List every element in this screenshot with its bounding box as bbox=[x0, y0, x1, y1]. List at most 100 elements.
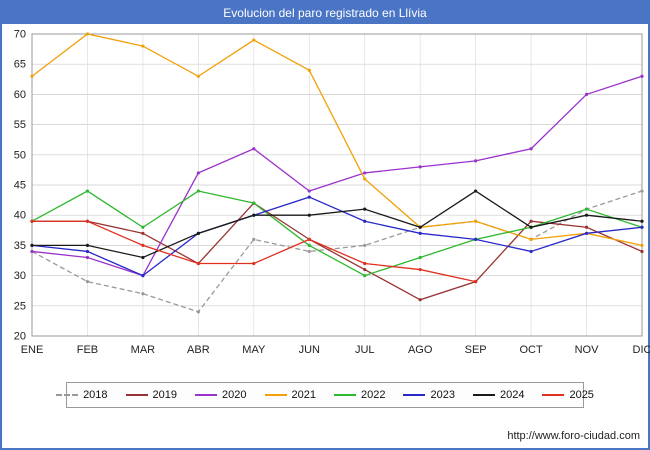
series-point-2023 bbox=[640, 225, 644, 229]
y-tick-label: 35 bbox=[14, 240, 26, 252]
series-point-2024 bbox=[85, 243, 90, 247]
y-tick-label: 50 bbox=[14, 149, 26, 161]
series-point-2024 bbox=[196, 231, 200, 235]
series-point-2021 bbox=[196, 74, 200, 78]
chart-title-bar: Evolucion del paro registrado en Llívia bbox=[2, 2, 648, 24]
series-point-2024 bbox=[252, 213, 256, 217]
series-point-2023 bbox=[474, 237, 478, 241]
series-point-2021 bbox=[85, 32, 90, 36]
series-point-2021 bbox=[307, 68, 311, 72]
series-line-2018 bbox=[31, 190, 643, 313]
series-point-2021 bbox=[30, 74, 34, 78]
legend: 2018 2019 2020 2021 2022 2023 2024 2025 bbox=[56, 382, 594, 408]
x-tick-label: JUN bbox=[299, 344, 320, 356]
series-point-2018 bbox=[307, 249, 311, 254]
legend-label-2024: 2024 bbox=[499, 389, 525, 401]
x-tick-label: MAY bbox=[242, 344, 266, 356]
x-tick-label: JUL bbox=[355, 344, 375, 356]
series-point-2024 bbox=[584, 213, 589, 217]
plot-border bbox=[31, 33, 643, 337]
series-point-2020 bbox=[252, 147, 256, 151]
legend-item-2018: 2018 bbox=[56, 389, 108, 401]
legend-label-2022: 2022 bbox=[361, 389, 386, 401]
y-tick-label: 45 bbox=[14, 180, 26, 192]
y-tick-label: 70 bbox=[14, 29, 26, 41]
footer-link[interactable]: http://www.foro-ciudad.com bbox=[507, 430, 640, 442]
series-point-2025 bbox=[307, 237, 311, 241]
series-point-2021 bbox=[640, 243, 644, 247]
legend-label-2023: 2023 bbox=[430, 389, 455, 401]
legend-item-2022: 2022 bbox=[334, 389, 385, 401]
series-point-2018 bbox=[196, 310, 200, 314]
series-point-2023 bbox=[307, 195, 311, 199]
series-point-2022 bbox=[85, 189, 90, 193]
legend-label-2018: 2018 bbox=[83, 389, 108, 401]
y-tick-label: 65 bbox=[14, 59, 26, 71]
y-tick-label: 40 bbox=[14, 210, 26, 222]
legend-label-2020: 2020 bbox=[222, 389, 247, 401]
series-point-2019 bbox=[640, 249, 644, 254]
series-point-2021 bbox=[474, 219, 478, 223]
series-point-2025 bbox=[418, 267, 422, 272]
series-line-2024 bbox=[32, 190, 643, 259]
series-point-2019 bbox=[418, 298, 422, 302]
series-point-2025 bbox=[196, 261, 200, 266]
series-point-2025 bbox=[474, 280, 478, 284]
series-point-2018 bbox=[85, 280, 90, 284]
series-point-2024 bbox=[474, 189, 478, 193]
x-tick-label: AGO bbox=[408, 344, 433, 356]
series-point-2020 bbox=[30, 249, 34, 254]
series-point-2019 bbox=[584, 225, 589, 229]
series-point-2019 bbox=[529, 219, 533, 223]
series-point-2023 bbox=[363, 219, 367, 223]
legend-item-2024: 2024 bbox=[472, 389, 525, 401]
series-point-2020 bbox=[196, 171, 200, 175]
x-tick-label: NOV bbox=[575, 344, 600, 356]
x-tick-label: FEB bbox=[77, 344, 98, 356]
series-point-2020 bbox=[584, 92, 589, 96]
x-tick-label: OCT bbox=[519, 344, 543, 356]
chart-title: Evolucion del paro registrado en Llívia bbox=[223, 6, 427, 20]
series-point-2024 bbox=[307, 213, 311, 217]
legend-swatch-2022 bbox=[334, 394, 356, 396]
series-point-2018 bbox=[640, 189, 644, 193]
series-point-2021 bbox=[363, 177, 367, 181]
series-point-2021 bbox=[529, 237, 533, 241]
series-line-2021 bbox=[31, 33, 643, 247]
series-point-2020 bbox=[85, 255, 90, 260]
chart-svg: 20 25 30 35 40 45 50 55 60 65 70 ENE FEB MAR ABR MAY JUN… bbox=[14, 29, 650, 357]
series-point-2020 bbox=[418, 165, 422, 169]
series-point-2022 bbox=[363, 274, 367, 278]
series-point-2021 bbox=[141, 44, 145, 48]
legend-swatch-2020 bbox=[195, 394, 218, 396]
legend-label-2019: 2019 bbox=[152, 389, 178, 401]
legend-item-2019: 2019 bbox=[125, 389, 178, 401]
legend-swatch-2025 bbox=[542, 394, 565, 396]
series-point-2023 bbox=[584, 231, 589, 235]
y-tick-label: 60 bbox=[14, 89, 26, 101]
series-point-2024 bbox=[529, 225, 533, 229]
legend-item-2025: 2025 bbox=[542, 389, 594, 401]
series-point-2022 bbox=[584, 207, 589, 211]
y-tick-label: 30 bbox=[14, 270, 26, 282]
legend-swatch-2021 bbox=[264, 394, 287, 396]
series-line-2020 bbox=[31, 75, 643, 277]
legend-item-2023: 2023 bbox=[403, 389, 455, 401]
series-point-2021 bbox=[252, 38, 256, 42]
legend-swatch-2023 bbox=[403, 394, 426, 396]
series-point-2019 bbox=[363, 267, 367, 272]
series-point-2025 bbox=[252, 261, 256, 266]
footer: http://www.foro-ciudad.com bbox=[507, 430, 640, 442]
series-point-2023 bbox=[529, 249, 533, 254]
chart-area: 20 25 30 35 40 45 50 55 60 65 70 ENE FEB MAR ABR MAY JUN… bbox=[2, 26, 650, 366]
series-point-2023 bbox=[85, 249, 90, 254]
series-point-2025 bbox=[85, 219, 90, 223]
series-point-2025 bbox=[363, 261, 367, 266]
series-point-2022 bbox=[141, 225, 145, 229]
y-tick-label: 55 bbox=[14, 119, 26, 131]
y-tick-label: 25 bbox=[14, 300, 26, 312]
series-point-2024 bbox=[30, 243, 34, 247]
series-point-2024 bbox=[141, 255, 145, 260]
x-tick-label: ENE bbox=[21, 344, 44, 356]
